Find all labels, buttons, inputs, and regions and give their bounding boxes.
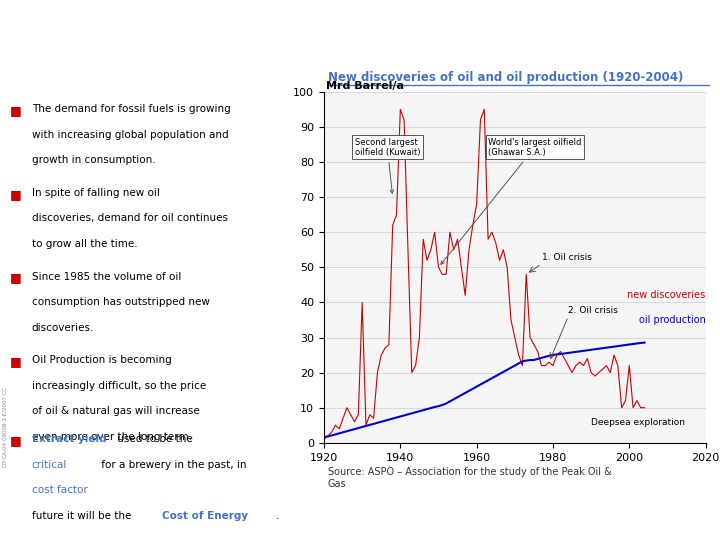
Text: ■: ■ [9, 434, 22, 447]
Text: Mrd Barrel/a: Mrd Barrel/a [326, 81, 404, 91]
Text: 1. Oil crisis: 1. Oil crisis [541, 253, 591, 262]
Text: Since 1985 the volume of oil: Since 1985 the volume of oil [32, 272, 181, 281]
Text: increasingly difficult, so the price: increasingly difficult, so the price [32, 381, 206, 390]
Text: MBAA Rocky Mountain District: MBAA Rocky Mountain District [11, 15, 346, 34]
Text: Cost of Energy: Cost of Energy [161, 511, 248, 521]
Text: .: . [276, 511, 279, 521]
Text: future it will be the: future it will be the [32, 511, 135, 521]
Text: ■: ■ [9, 104, 22, 117]
Text: Second largest
oilfield (Kuwait): Second largest oilfield (Kuwait) [354, 138, 420, 193]
Text: Source: ASPO – Association for the study of the Peak Oil &
Gas: Source: ASPO – Association for the study… [328, 467, 611, 489]
Text: World's largest oilfield
(Ghawar S.A.): World's largest oilfield (Ghawar S.A.) [441, 138, 582, 264]
Text: Oil Production is becoming: Oil Production is becoming [32, 355, 171, 365]
Text: cost factor: cost factor [32, 485, 87, 495]
Text: The demand for fossil fuels is growing: The demand for fossil fuels is growing [32, 104, 230, 114]
Text: to grow all the time.: to grow all the time. [32, 239, 138, 249]
Text: discoveries, demand for oil continues: discoveries, demand for oil continues [32, 213, 228, 224]
Text: New discoveries of oil and oil production (1920-2004): New discoveries of oil and oil productio… [328, 71, 683, 84]
Text: In spite of falling new oil: In spite of falling new oil [32, 188, 160, 198]
Text: new discoveries: new discoveries [627, 291, 706, 300]
Text: of oil & natural gas will increase: of oil & natural gas will increase [32, 406, 199, 416]
Text: growth in consumption.: growth in consumption. [32, 156, 156, 165]
Text: Deepsea exploration: Deepsea exploration [591, 418, 685, 427]
Text: with increasing global population and: with increasing global population and [32, 130, 228, 140]
Text: for a brewery in the past, in: for a brewery in the past, in [98, 460, 247, 470]
Text: critical: critical [32, 460, 67, 470]
Text: oil production: oil production [639, 315, 706, 325]
Text: ■: ■ [9, 355, 22, 368]
Text: even more over the long term.: even more over the long term. [32, 432, 192, 442]
Text: consumption has outstripped new: consumption has outstripped new [32, 297, 210, 307]
Text: Extract yield: Extract yield [32, 434, 107, 444]
Text: ■: ■ [9, 188, 22, 201]
Text: used to be the: used to be the [114, 434, 196, 444]
Text: 2. Oil crisis: 2. Oil crisis [568, 306, 618, 315]
Text: discoveries.: discoveries. [32, 322, 94, 333]
Text: DY-CA-04-09008-1 E/2007 CC: DY-CA-04-09008-1 E/2007 CC [3, 386, 8, 467]
Text: ■: ■ [9, 272, 22, 285]
